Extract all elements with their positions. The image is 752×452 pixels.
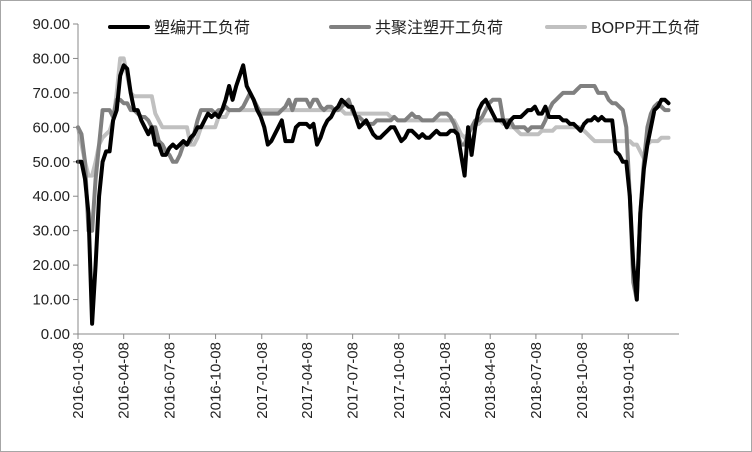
x-tick-label: 2017-07-08 — [345, 342, 362, 419]
series-layer — [76, 56, 671, 326]
y-tick-label: 80.00 — [32, 50, 70, 67]
x-tick-label: 2016-10-08 — [208, 342, 225, 419]
x-tick-label: 2016-07-08 — [161, 342, 178, 419]
series-line-2 — [76, 56, 671, 178]
x-tick-label: 2018-01-08 — [437, 342, 454, 419]
series-line-0 — [76, 63, 671, 326]
x-tick-label: 2017-10-08 — [391, 342, 408, 419]
series-line-1 — [76, 84, 671, 302]
legend: 塑编开工负荷 共聚注塑开工负荷 BOPP开工负荷 — [108, 19, 699, 37]
y-tick-label: 10.00 — [32, 292, 70, 309]
x-tick-label: 2016-01-08 — [70, 342, 87, 419]
y-tick-label: 90.00 — [32, 16, 70, 33]
y-tick-label: 40.00 — [32, 188, 70, 205]
y-tick-label: 70.00 — [32, 85, 70, 102]
y-tick-label: 60.00 — [32, 119, 70, 136]
x-tick-label: 2017-04-08 — [299, 342, 316, 419]
y-tick-label: 30.00 — [32, 223, 70, 240]
x-tick-label: 2018-07-08 — [528, 342, 545, 419]
x-tick-label: 2018-10-08 — [574, 342, 591, 419]
x-tick-label: 2019-01-08 — [620, 342, 637, 419]
y-tick-label: 0.00 — [41, 326, 70, 343]
y-tick-label: 50.00 — [32, 154, 70, 171]
legend-label-0: 塑编开工负荷 — [154, 19, 250, 37]
x-tick-label: 2018-04-08 — [482, 342, 499, 419]
x-tick-label: 2017-01-08 — [254, 342, 271, 419]
legend-label-1: 共聚注塑开工负荷 — [375, 19, 503, 37]
y-axis-ticks: 0.00 10.00 20.00 30.00 40.00 50.00 60.00 70.00 8… — [32, 16, 78, 343]
x-tick-label: 2016-04-08 — [116, 342, 133, 419]
y-tick-label: 20.00 — [32, 257, 70, 274]
x-axis-ticks: 2016-01-08 2016-04-08 2016-07-08 2016-10-08… — [70, 334, 637, 419]
legend-label-2: BOPP开工负荷 — [591, 19, 699, 37]
